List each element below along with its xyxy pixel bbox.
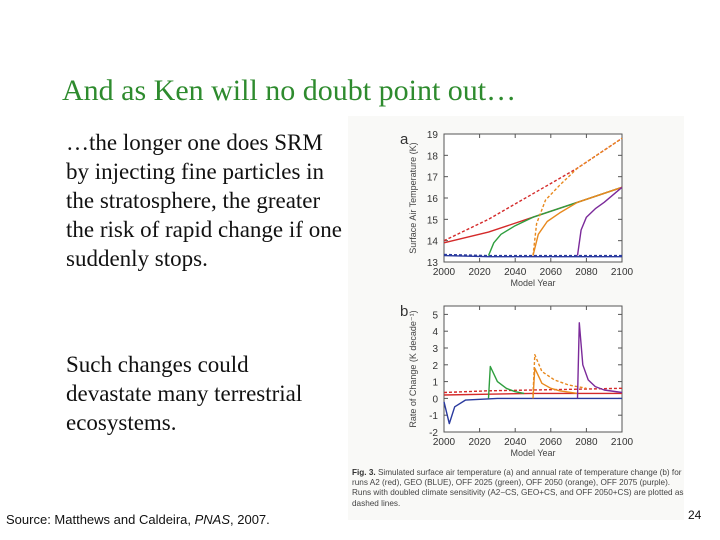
series-line-b-off-2050-cs bbox=[532, 353, 587, 396]
figure-panel: a 13 14 15 16 17 18 19 2000 2020 2040 2060 2080 2100 M… bbox=[348, 116, 684, 520]
slide-title: And as Ken will no doubt point out… bbox=[62, 74, 517, 107]
y-tick-label: 3 bbox=[432, 344, 438, 355]
page-number: 24 bbox=[688, 508, 702, 522]
series-line-b-off-2025 bbox=[487, 365, 525, 399]
source-prefix: Source: Matthews and Caldeira, bbox=[6, 512, 195, 527]
x-tick-label: 2100 bbox=[611, 437, 634, 448]
series-line-b-geo bbox=[443, 397, 622, 425]
y-tick-label: 19 bbox=[427, 130, 439, 141]
x-tick-label: 2000 bbox=[433, 267, 456, 278]
x-tick-label: 2080 bbox=[575, 437, 598, 448]
x-tick-label: 2020 bbox=[468, 437, 491, 448]
series-line-a-off-2075 bbox=[576, 186, 623, 256]
caption-text: Simulated surface air temperature (a) an… bbox=[352, 468, 684, 508]
x-axis-label: Model Year bbox=[510, 278, 555, 288]
source-suffix: , 2007. bbox=[230, 512, 270, 527]
series-line-b-off-2075 bbox=[576, 322, 623, 399]
source-citation: Source: Matthews and Caldeira, PNAS, 200… bbox=[6, 512, 270, 527]
x-tick-label: 2060 bbox=[540, 437, 563, 448]
series-line-a-geo bbox=[443, 254, 622, 258]
y-tick-label: -1 bbox=[429, 411, 438, 422]
y-tick-label: 16 bbox=[427, 194, 439, 205]
x-tick-label: 2020 bbox=[468, 267, 491, 278]
x-axis-label: Model Year bbox=[510, 448, 555, 458]
y-tick-label: 15 bbox=[427, 215, 439, 226]
x-tick-label: 2000 bbox=[433, 437, 456, 448]
y-tick-label: 18 bbox=[427, 151, 439, 162]
x-tick-label: 2040 bbox=[504, 267, 527, 278]
y-tick-label: -2 bbox=[429, 428, 438, 439]
series-line-a-off-2050 bbox=[532, 186, 623, 256]
y-axis-label: Rate of Change (K decade⁻¹) bbox=[408, 310, 418, 427]
figure-caption: Fig. 3. Simulated surface air temperatur… bbox=[352, 468, 684, 509]
x-tick-label: 2080 bbox=[575, 267, 598, 278]
panel-label-b: b bbox=[400, 303, 408, 320]
x-tick-label: 2040 bbox=[504, 437, 527, 448]
y-axis-label: Surface Air Temperature (K) bbox=[408, 142, 418, 253]
bullet-srm-risk: …the longer one does SRM by injecting fi… bbox=[66, 130, 342, 271]
y-tick-label: 5 bbox=[432, 310, 438, 321]
plot-frame-b bbox=[443, 305, 623, 433]
series-line-a-off-2050-cs bbox=[532, 137, 623, 256]
series-line-a-a2-cs bbox=[443, 137, 623, 242]
panel-label-a: a bbox=[400, 131, 409, 148]
y-tick-label: 0 bbox=[432, 394, 438, 405]
y-tick-label: 13 bbox=[427, 258, 439, 269]
y-tick-label: 14 bbox=[427, 237, 439, 248]
y-tick-label: 2 bbox=[432, 361, 438, 372]
x-tick-label: 2100 bbox=[611, 267, 634, 278]
y-tick-label: 4 bbox=[432, 327, 438, 338]
caption-label: Fig. 3. bbox=[352, 468, 376, 477]
y-tick-label: 1 bbox=[432, 378, 438, 389]
x-tick-label: 2060 bbox=[540, 267, 563, 278]
source-journal: PNAS bbox=[194, 512, 231, 527]
plot-frame-a bbox=[443, 133, 623, 263]
bullet-ecosystems: Such changes could devastate many terres… bbox=[66, 352, 303, 435]
y-tick-label: 17 bbox=[427, 173, 439, 184]
